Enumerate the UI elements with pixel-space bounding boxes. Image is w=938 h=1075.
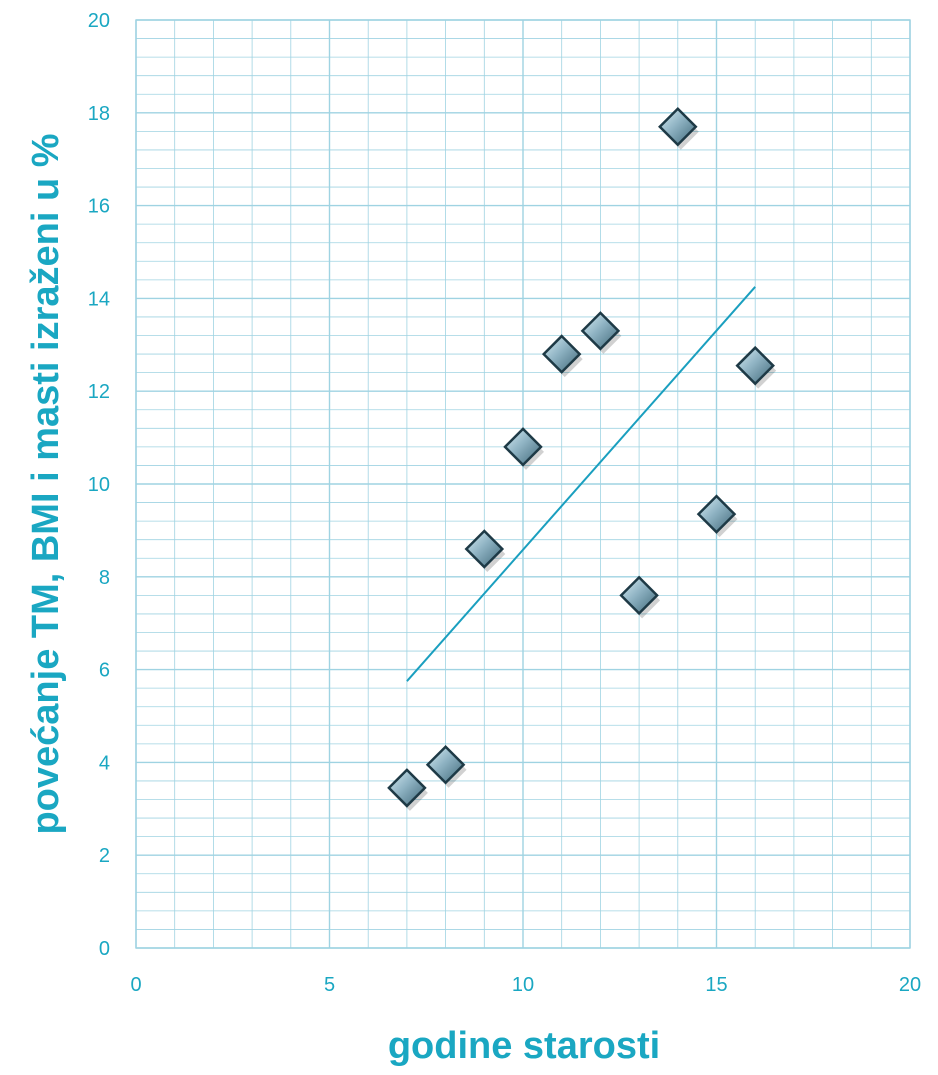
- point-diamond: [425, 744, 466, 785]
- data-point: [541, 334, 583, 378]
- data-point: [464, 529, 506, 572]
- y-tick-label: 10: [88, 474, 110, 496]
- data-point: [425, 744, 467, 788]
- data-point: [619, 575, 661, 619]
- y-tick-label: 18: [88, 103, 110, 125]
- trendline: [406, 286, 756, 682]
- point-diamond: [735, 345, 775, 386]
- y-tick-label: 12: [88, 381, 110, 403]
- point-diamond: [580, 311, 621, 351]
- y-tick-label: 2: [99, 845, 110, 867]
- data-point: [387, 768, 428, 811]
- y-tick-label: 4: [99, 752, 110, 774]
- x-tick-label: 0: [130, 974, 141, 996]
- y-tick-label: 16: [88, 196, 110, 218]
- y-tick-label: 20: [88, 10, 110, 32]
- data-points: [387, 106, 777, 811]
- point-diamond: [658, 106, 698, 147]
- x-tick-label: 5: [324, 974, 335, 996]
- y-tick-label: 14: [88, 288, 110, 310]
- x-tick-label: 20: [899, 974, 921, 996]
- y-axis-title: povećanje TM, BMI i masti izraženi u %: [25, 133, 67, 834]
- y-tick-label: 6: [99, 660, 110, 682]
- point-diamond: [696, 494, 737, 534]
- trend-line: [406, 286, 756, 682]
- plot-frame: [135, 19, 911, 949]
- data-point: [658, 106, 699, 150]
- data-point: [735, 345, 777, 389]
- x-tick-label: 15: [705, 974, 727, 996]
- y-tick-label: 8: [99, 567, 110, 589]
- point-diamond: [387, 768, 427, 808]
- tick-labels: 0 5 10 15 20 0 2 4 6 8 10 12 14 16 18 20: [88, 10, 921, 996]
- point-diamond: [503, 427, 543, 467]
- grid: [135, 19, 911, 949]
- point-diamond: [541, 334, 582, 374]
- point-diamond: [619, 575, 659, 616]
- x-axis-title: godine starosti: [388, 1025, 660, 1067]
- y-tick-label: 0: [99, 938, 110, 960]
- point-diamond: [464, 529, 505, 569]
- x-tick-label: 10: [512, 974, 534, 996]
- data-point: [696, 494, 738, 538]
- data-point: [503, 427, 544, 470]
- data-point: [580, 311, 622, 354]
